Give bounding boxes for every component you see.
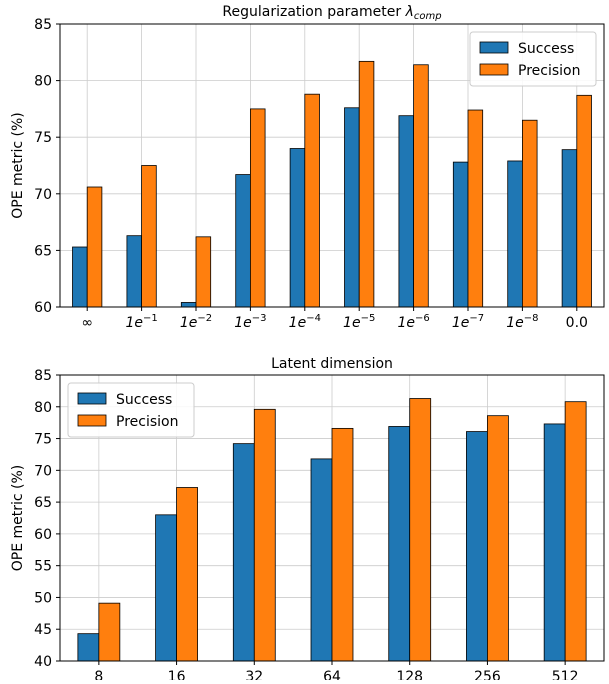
- chart1-axes-frame: [59, 23, 605, 308]
- chart2-bar-precision-3: [331, 427, 354, 662]
- chart1-bar-precision-3: [249, 108, 266, 308]
- chart2-bar-success-4: [388, 426, 411, 662]
- chart2-bar-precision-2: [253, 408, 276, 662]
- chart2-ytick-label-6: 70: [34, 463, 52, 479]
- chart1-ytick-label-3: 75: [34, 130, 52, 146]
- chart1-ylabel: OPE metric (%): [10, 112, 26, 219]
- chart1-bar-success-3: [235, 174, 251, 308]
- chart1-xtick-label-3: 1e−3: [234, 313, 266, 331]
- chart1-bar-precision-7: [467, 109, 484, 308]
- chart1-bar-precision-1: [141, 165, 157, 308]
- chart1-title: Regularization parameter λcomp: [222, 4, 441, 22]
- chart2-legend-swatch-precision: [77, 414, 107, 427]
- chart1-xtick-label-4: 1e−4: [289, 313, 321, 331]
- chart1-legend-swatch-success: [479, 41, 509, 54]
- chart1-ytick-label-5: 85: [34, 17, 52, 33]
- chart1-bar-success-9: [561, 149, 578, 308]
- chart2-bar-success-0: [77, 633, 100, 662]
- chart1-bar-success-5: [344, 107, 360, 308]
- chart1-xtick-label-5: 1e−5: [343, 313, 375, 331]
- chart1-bar-success-6: [398, 115, 414, 308]
- chart2-ytick-label-3: 55: [34, 559, 52, 575]
- chart2-group: 40 45 50 55 60 65 70 75 80 85 8 16 32 64 128 256 512 OPE …: [10, 356, 605, 684]
- chart1-bar-success-1: [126, 235, 143, 308]
- chart2-legend-label-precision: Precision: [116, 414, 178, 430]
- chart2-bar-success-2: [232, 443, 255, 662]
- chart2-bar-success-6: [543, 423, 566, 662]
- chart1-ytick-label-1: 65: [34, 243, 52, 259]
- chart2-legend-swatch-success: [77, 392, 107, 405]
- chart2-ytick-label-1: 45: [34, 622, 52, 638]
- chart1-bar-success-0: [72, 246, 88, 308]
- chart1-group: 60 65 70 75 80 85 ∞ 1e−1 1e−2 1e−3 1e−4 1e−5 1e−6 1e−…: [10, 4, 605, 331]
- chart2-xtick-label-4: 128: [396, 669, 423, 680]
- chart1-legend-swatch-precision: [479, 63, 509, 76]
- chart2-bar-precision-0: [98, 602, 121, 662]
- chart2-bar-precision-6: [564, 401, 587, 662]
- chart2-ytick-label-8: 80: [34, 400, 52, 416]
- chart1-bar-success-4: [289, 148, 306, 308]
- chart1-bar-success-8: [507, 160, 523, 308]
- chart2-xtick-label-1: 16: [168, 669, 186, 680]
- chart1-bar-success-2: [180, 302, 197, 308]
- chart2-ytick-label-0: 40: [34, 654, 52, 670]
- chart1-xtick-label-0: ∞: [81, 315, 93, 331]
- chart1-ytick-label-2: 70: [34, 187, 52, 203]
- chart1-bar-precision-8: [522, 119, 538, 308]
- chart1-xtick-label-1: 1e−1: [125, 313, 157, 331]
- chart2-ytick-label-4: 60: [34, 527, 52, 543]
- chart2-bar-precision-1: [176, 487, 198, 662]
- chart2-bar-success-1: [155, 514, 177, 662]
- chart2-xtick-label-2: 32: [245, 669, 263, 680]
- chart1-xtick-label-6: 1e−6: [397, 313, 429, 331]
- chart1-legend-label-precision: Precision: [518, 63, 580, 79]
- chart1-bar-precision-6: [413, 64, 429, 308]
- chart1-bar-precision-0: [86, 186, 103, 308]
- chart2-bar-success-3: [310, 458, 333, 662]
- chart2-title: Latent dimension: [271, 356, 393, 372]
- chart2-xtick-label-5: 256: [474, 669, 501, 680]
- chart2-ytick-label-9: 85: [34, 368, 52, 384]
- chart1-xtick-label-2: 1e−2: [180, 313, 212, 331]
- chart2-legend-label-success: Success: [116, 392, 172, 408]
- chart2-bar-success-5: [466, 431, 488, 662]
- chart2-ytick-label-5: 65: [34, 495, 52, 511]
- chart1-xtick-label-7: 1e−7: [452, 313, 484, 331]
- chart1-bar-success-7: [452, 161, 469, 308]
- chart2-ylabel: OPE metric (%): [10, 465, 26, 572]
- chart2-xtick-label-3: 64: [323, 669, 341, 680]
- chart2-bar-precision-5: [487, 415, 509, 662]
- chart1-bar-precision-4: [304, 93, 320, 308]
- chart2-xtick-label-6: 512: [552, 669, 579, 680]
- chart1-legend-label-success: Success: [518, 41, 574, 57]
- chart1-bar-precision-2: [195, 236, 212, 308]
- chart1-ytick-label-4: 80: [34, 74, 52, 90]
- chart2-ytick-label-2: 50: [34, 590, 52, 606]
- chart1-xtick-label-8: 1e−8: [506, 313, 538, 331]
- chart2-ytick-label-7: 75: [34, 432, 52, 448]
- chart1-ytick-label-0: 60: [34, 300, 52, 316]
- chart1-xtick-label-9: 0.0: [566, 315, 588, 331]
- chart1-bar-precision-5: [358, 60, 375, 308]
- chart1-bar-precision-9: [576, 94, 592, 308]
- chart2-bar-precision-4: [409, 398, 432, 662]
- chart2-xtick-label-0: 8: [94, 669, 103, 680]
